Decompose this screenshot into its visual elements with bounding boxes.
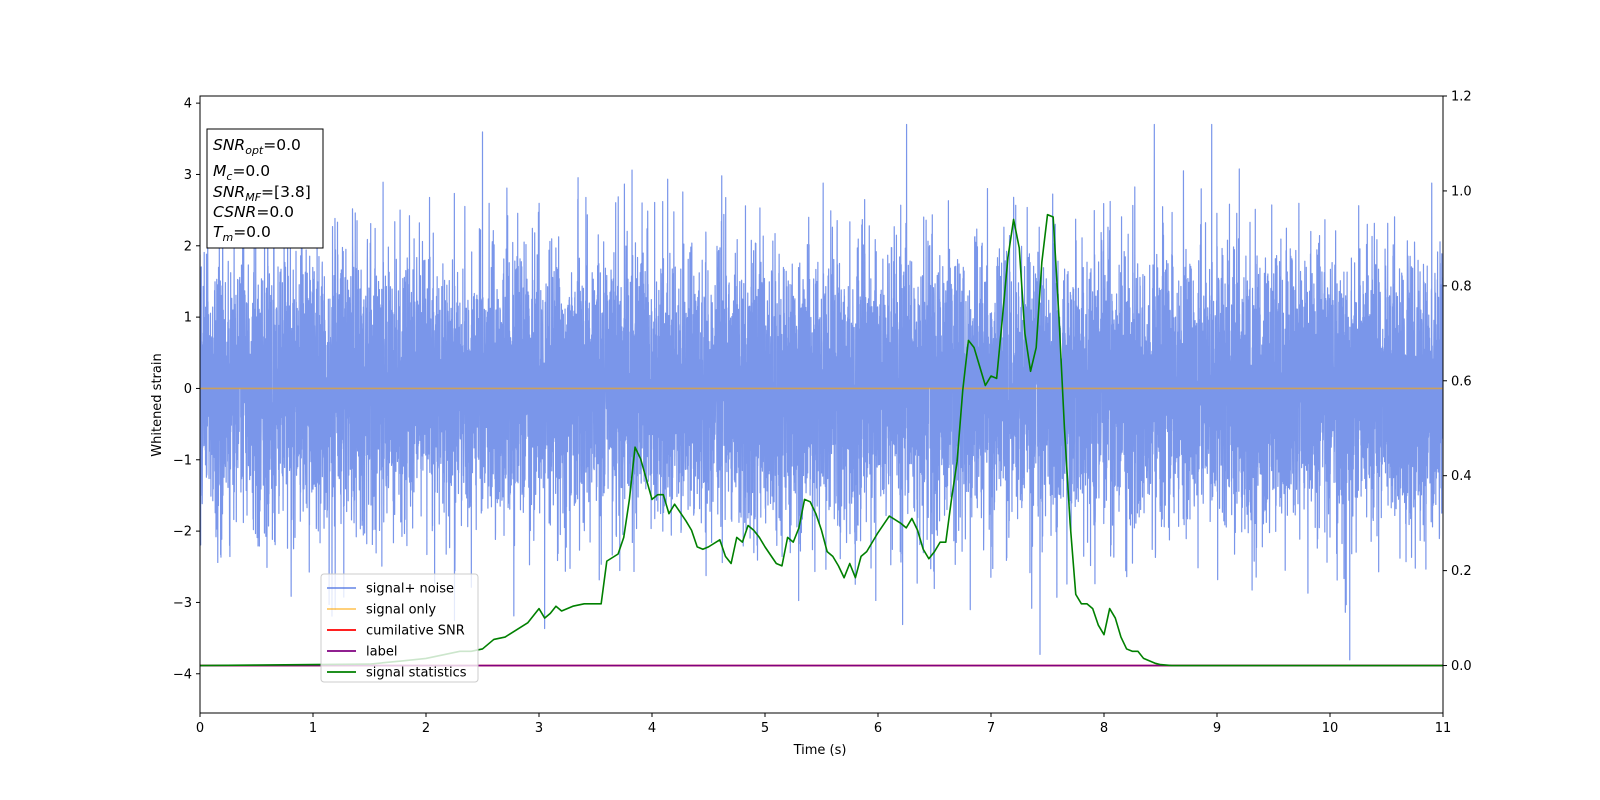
x-tick-label: 4	[648, 721, 656, 736]
y-right-tick-label: 0.0	[1451, 659, 1472, 674]
y-left-tick-label: −1	[173, 453, 192, 468]
legend-frame	[320, 573, 479, 683]
left-y-axis: −4 −3 −2 −1 0 1 2 3 4	[173, 97, 200, 682]
y-right-tick-label: 0.8	[1451, 279, 1472, 294]
y-left-tick-label: 1	[184, 311, 192, 326]
y-left-tick-label: 2	[184, 239, 192, 254]
y-axis-label: Whitened strain	[150, 353, 165, 456]
x-tick-label: 7	[987, 721, 995, 736]
legend-label: cumilative SNR	[366, 624, 465, 639]
x-tick-label: 10	[1322, 721, 1339, 736]
series-signal-noise	[200, 123, 1443, 661]
legend-label: label	[366, 645, 397, 660]
y-left-tick-label: −4	[173, 667, 192, 682]
y-right-tick-label: 0.2	[1451, 564, 1472, 579]
legend-label: signal+ noise	[366, 582, 454, 597]
y-right-tick-label: 1.2	[1451, 90, 1472, 105]
legend-label: signal only	[366, 603, 436, 618]
stats-row: SNRopt=0.0	[213, 136, 301, 157]
x-tick-label: 6	[874, 721, 882, 736]
stats-box-frame	[206, 128, 324, 249]
x-tick-label: 8	[1100, 721, 1108, 736]
legend: signal+ noise signal only cumilative SNR la…	[320, 573, 479, 683]
legend-label: signal statistics	[366, 666, 467, 681]
y-right-tick-label: 1.0	[1451, 184, 1472, 199]
x-tick-label: 0	[196, 721, 204, 736]
x-axis-label: Time (s)	[793, 743, 847, 758]
y-left-tick-label: 3	[184, 168, 192, 183]
x-tick-label: 1	[309, 721, 317, 736]
y-right-tick-label: 0.6	[1451, 374, 1472, 389]
x-tick-label: 3	[535, 721, 543, 736]
stats-row: CSNR=0.0	[213, 203, 294, 221]
x-tick-label: 11	[1435, 721, 1452, 736]
y-left-tick-label: 4	[184, 97, 192, 112]
plot-frame	[199, 95, 1444, 714]
stats-row: Tm=0.0	[213, 223, 271, 244]
x-axis: 0 1 2 3 4 5 6 7 8 9 10 11	[196, 713, 1451, 736]
y-right-tick-label: 0.4	[1451, 469, 1472, 484]
series-signal-statistics	[200, 213, 1443, 667]
right-y-axis: 0.0 0.2 0.4 0.6 0.8 1.0 1.2	[1443, 90, 1472, 674]
stats-row: Mc=0.0	[213, 162, 270, 183]
x-tick-label: 2	[422, 721, 430, 736]
y-left-tick-label: 0	[184, 382, 192, 397]
stats-row: SNRMF=[3.8]	[213, 183, 311, 204]
y-left-tick-label: −3	[173, 596, 192, 611]
x-tick-label: 5	[761, 721, 769, 736]
x-tick-label: 9	[1213, 721, 1221, 736]
y-left-tick-label: −2	[173, 525, 192, 540]
